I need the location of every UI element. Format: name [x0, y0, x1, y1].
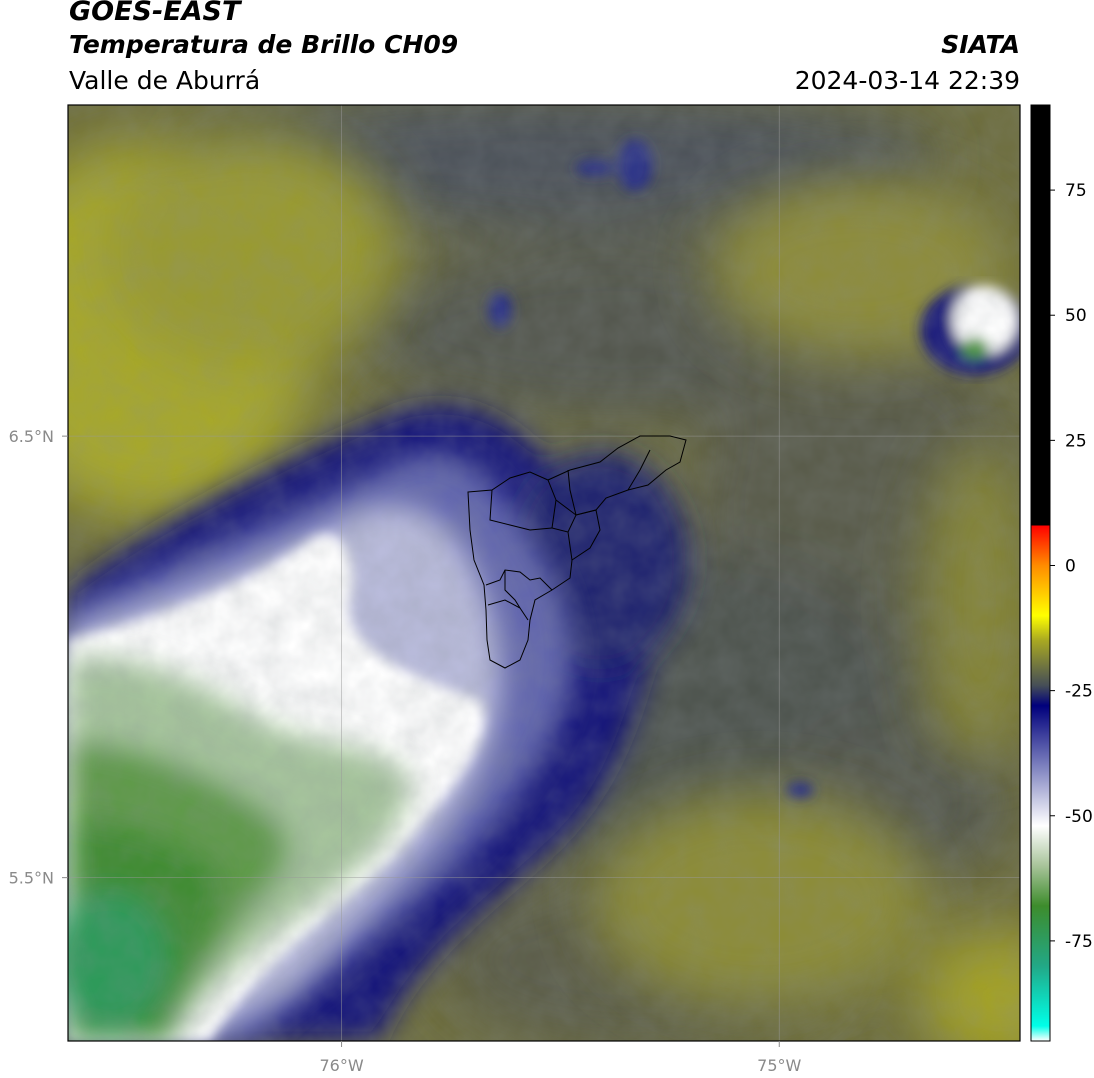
colorbar-tick-label: -75: [1065, 932, 1093, 952]
aburra-valley-boundaries: [467, 435, 687, 669]
brightness-temperature-field: [68, 105, 1020, 1041]
lat-tick-label: 6.5°N: [9, 427, 54, 446]
satellite-title: GOES-EAST: [69, 0, 241, 27]
colorbar-gradient: [1031, 105, 1050, 1041]
colorbar-tick-label: 25: [1065, 431, 1087, 451]
datetime-title: 2024-03-14 22:39: [794, 66, 1020, 95]
colorbar-tick-label: 50: [1065, 306, 1087, 326]
axis-labels: 76°W 75°W 6.5°N 5.5°N: [9, 427, 802, 1075]
product-title: Temperatura de Brillo CH09: [69, 30, 459, 59]
map-frame: [67, 104, 1021, 1042]
colorbar-frame: [1030, 104, 1051, 1042]
colorbar-tick-label: -50: [1065, 807, 1093, 827]
colorbar-ticks: 75 50 25 0 -25 -50 -75: [1050, 181, 1093, 952]
gridlines: [68, 105, 1020, 1041]
colorbar: 75 50 25 0 -25 -50 -75: [1030, 104, 1093, 1042]
colorbar-tick-label: 75: [1065, 181, 1087, 201]
lat-tick-label: 5.5°N: [9, 869, 54, 888]
lon-tick-label: 76°W: [319, 1056, 363, 1075]
organization-title: SIATA: [941, 30, 1020, 59]
colorbar-tick-label: -25: [1065, 682, 1093, 702]
lon-tick-label: 75°W: [757, 1056, 801, 1075]
region-title: Valle de Aburrá: [69, 66, 261, 95]
colorbar-tick-label: 0: [1065, 556, 1076, 576]
